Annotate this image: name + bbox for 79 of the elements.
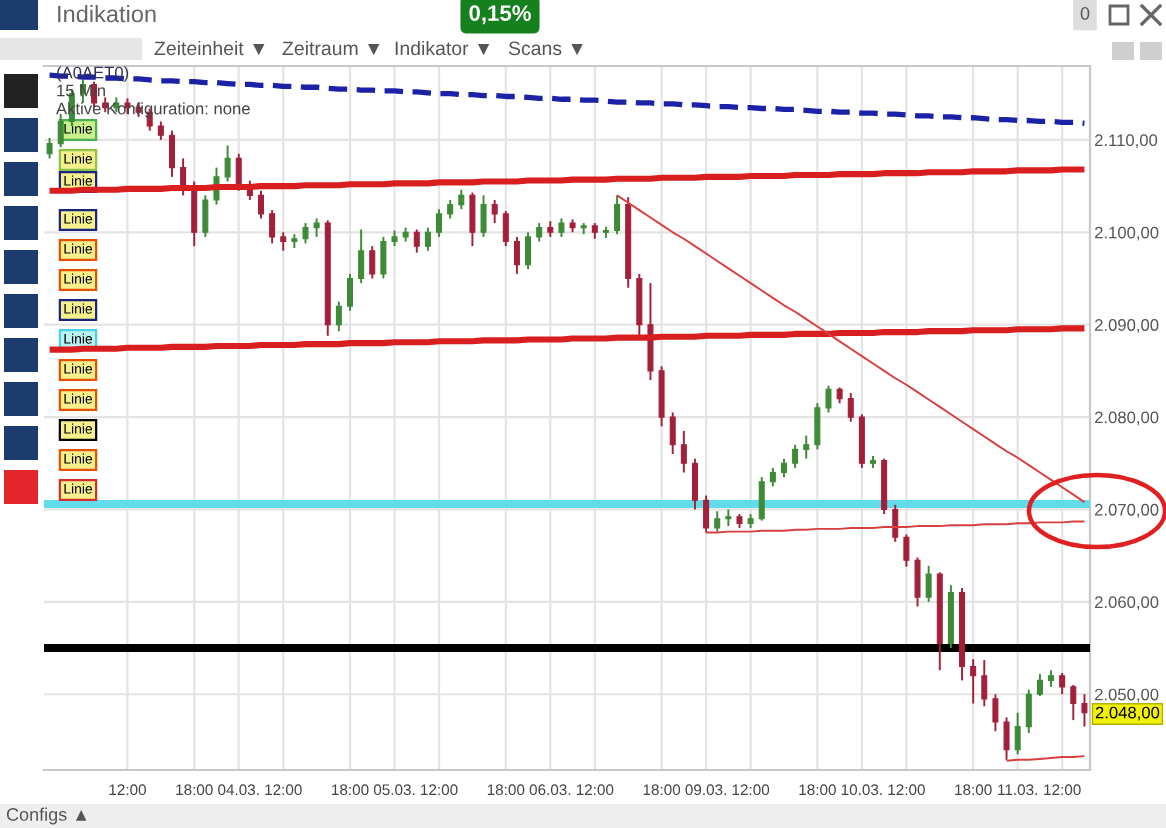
line-series xyxy=(616,194,1086,504)
candlestick xyxy=(892,503,899,543)
candlestick xyxy=(769,466,776,488)
candlestick xyxy=(257,189,264,220)
candlestick xyxy=(224,144,231,183)
candlestick xyxy=(1003,716,1010,761)
candlestick xyxy=(369,245,376,280)
candlestick xyxy=(758,476,765,522)
candlestick xyxy=(647,282,654,382)
text: Configs ▲ xyxy=(6,807,87,825)
candlestick xyxy=(803,434,810,460)
candlestick xyxy=(1014,711,1021,756)
candlestick xyxy=(57,113,64,149)
candlestick xyxy=(614,194,621,236)
candlestick xyxy=(413,228,420,254)
candlestick xyxy=(513,235,520,275)
candlestick xyxy=(814,402,821,451)
candlestick xyxy=(780,457,787,479)
candlestick xyxy=(536,222,543,243)
candlestick xyxy=(925,564,932,603)
candlestick xyxy=(691,457,698,511)
candlestick xyxy=(358,228,365,285)
candlestick xyxy=(981,659,988,708)
candlestick xyxy=(792,443,799,469)
candlestick xyxy=(469,191,476,248)
candlestick xyxy=(46,137,53,160)
candlestick xyxy=(914,556,921,608)
candlestick xyxy=(1081,693,1088,728)
candlestick xyxy=(1059,672,1066,696)
candlestick xyxy=(180,157,187,197)
candlestick xyxy=(658,365,665,428)
candlestick xyxy=(157,120,164,141)
y-tick-label: 2.100,00 xyxy=(1095,226,1159,241)
candlestick xyxy=(269,209,276,245)
candlestick xyxy=(480,194,487,238)
text: 0,15% xyxy=(469,5,531,25)
candlestick xyxy=(502,210,509,248)
text: 0 xyxy=(1080,7,1090,20)
candlestick xyxy=(636,272,643,340)
y-tick-label: 2.070,00 xyxy=(1095,503,1159,518)
candlestick xyxy=(280,231,287,252)
text: Indikator ▼ xyxy=(395,40,490,56)
candlestick xyxy=(436,208,443,238)
candlestick xyxy=(970,658,977,705)
candlestick xyxy=(1036,672,1043,698)
chart-title: Indikation xyxy=(58,5,156,23)
y-tick-label: 2.080,00 xyxy=(1095,411,1159,426)
y-tick-label: 2.060,00 xyxy=(1095,596,1159,611)
candlestick xyxy=(558,217,565,238)
text: Zeiteinheit ▼ xyxy=(154,40,265,56)
candlestick xyxy=(447,198,454,220)
candlestick xyxy=(680,429,687,474)
candlestick xyxy=(1025,688,1032,735)
text: Zeitraum ▼ xyxy=(282,40,380,56)
candlestick xyxy=(202,194,209,238)
candlestick xyxy=(825,384,832,414)
y-tick-label: 2.090,00 xyxy=(1095,319,1159,333)
y-tick-label: 2.050,00 xyxy=(1095,688,1159,703)
candlestick xyxy=(992,693,999,733)
text: Scans ▼ xyxy=(508,41,583,56)
y-tick-label: 2.110,00 xyxy=(1095,134,1158,149)
candlestick xyxy=(380,235,387,280)
candlestick xyxy=(424,226,431,252)
text: 2.048,00 xyxy=(1095,706,1160,721)
candlestick xyxy=(302,222,309,245)
candlestick xyxy=(335,300,342,333)
candlestick xyxy=(525,231,532,271)
candlestick xyxy=(714,510,721,533)
candlestick xyxy=(347,272,354,312)
candlestick xyxy=(458,188,465,211)
candlestick xyxy=(1070,684,1077,722)
candlestick xyxy=(847,392,854,423)
candlestick xyxy=(858,413,865,469)
candlestick xyxy=(491,198,498,225)
candlestick xyxy=(703,494,710,534)
candlestick xyxy=(313,217,320,238)
candlestick xyxy=(168,129,175,178)
candlestick xyxy=(669,411,676,455)
candlestick xyxy=(903,533,910,568)
